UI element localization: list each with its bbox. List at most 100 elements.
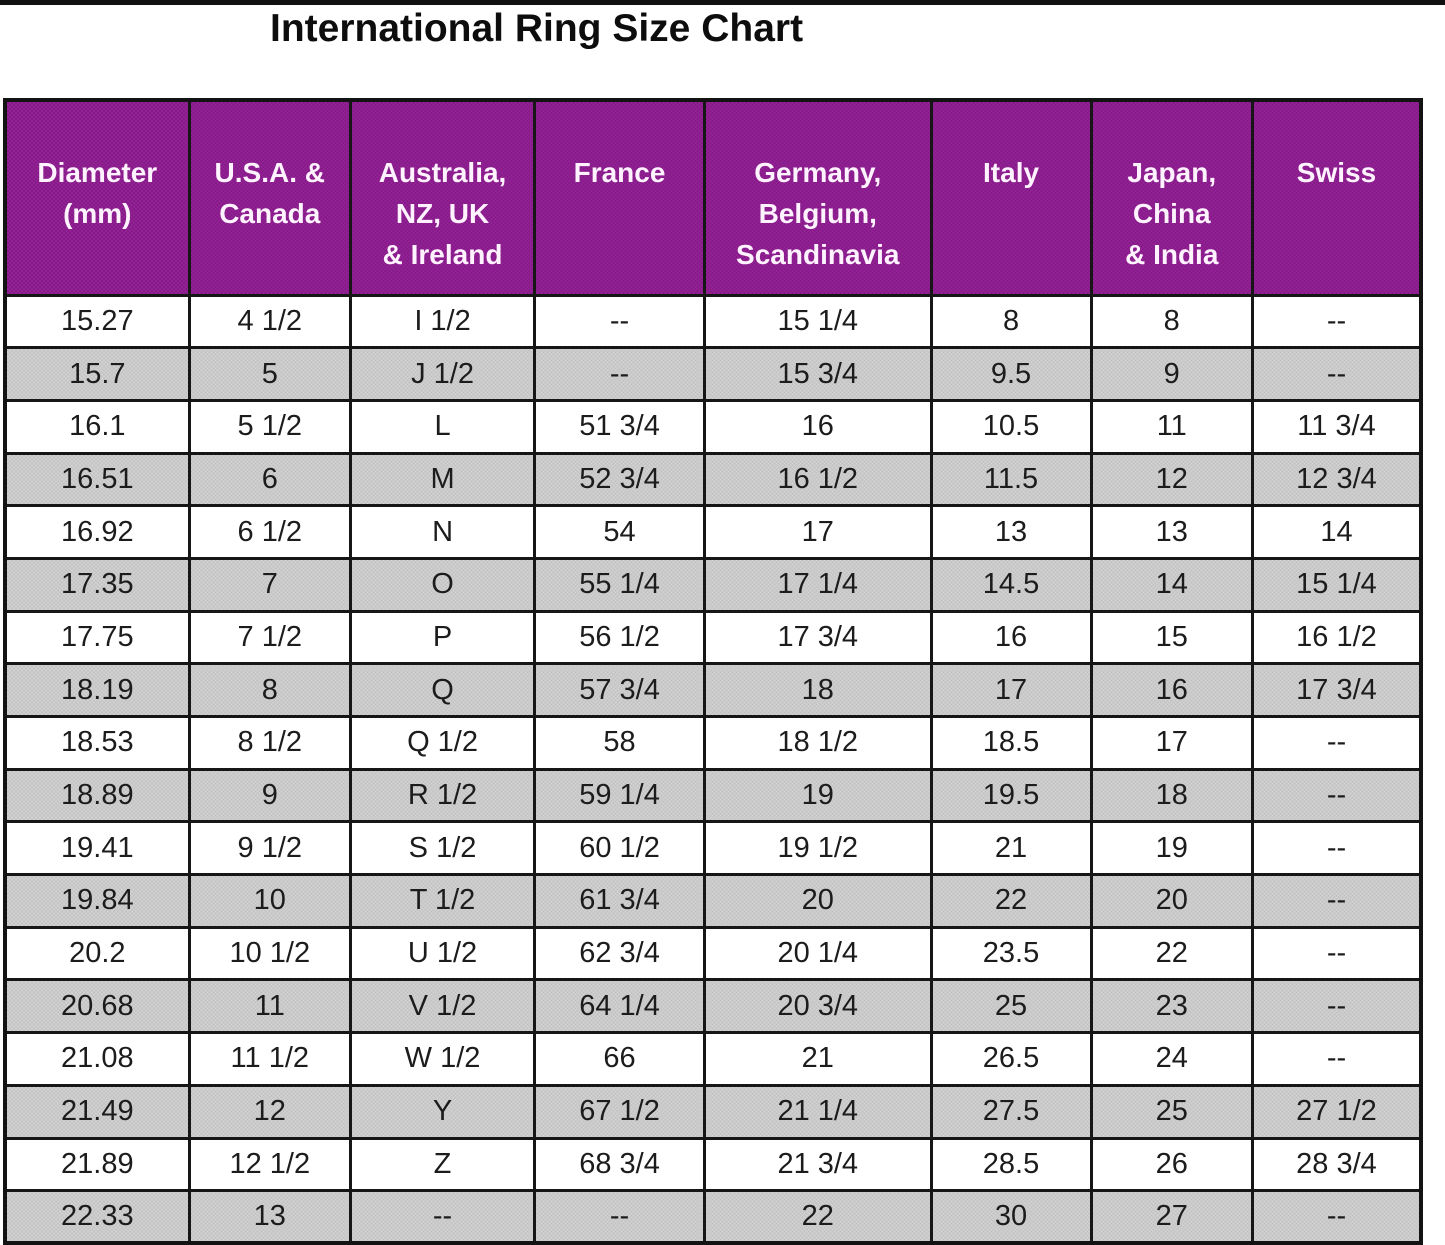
cell: -- (1250, 346, 1423, 402)
header-line: U.S.A. & (214, 157, 326, 188)
cell: 16 1/2 (1250, 609, 1423, 666)
cell: 13 (929, 504, 1093, 560)
table-row: 19.41 9 1/2 S 1/2 60 1/2 19 1/2 21 19 -- (3, 820, 1423, 877)
header-line: NZ, UK (395, 198, 490, 229)
cell: W 1/2 (348, 1031, 537, 1087)
cell: 11 1/2 (187, 1031, 353, 1087)
cell: 21.49 (3, 1083, 191, 1140)
cell: Q 1/2 (348, 715, 537, 771)
cell: 15.27 (3, 293, 191, 350)
cell: -- (1250, 1031, 1423, 1087)
cell: 28 3/4 (1250, 1136, 1423, 1193)
cell: 14 (1250, 504, 1423, 560)
cell: 13 (1089, 504, 1254, 560)
table-row: 16.92 6 1/2 N 54 17 13 13 14 (3, 504, 1423, 560)
cell: 16.51 (3, 451, 191, 508)
table-row: 15.7 5 J 1/2 -- 15 3/4 9.5 9 -- (3, 346, 1423, 402)
cell: 15 1/4 (1250, 556, 1423, 613)
cell: 15 3/4 (702, 346, 933, 402)
table-body: 15.27 4 1/2 I 1/2 -- 15 1/4 8 8 -- 15.7 5 J 1/2 -- 1… (3, 293, 1423, 1245)
cell: O (348, 556, 537, 613)
table-row: 17.35 7 O 55 1/4 17 1/4 14.5 14 15 1/4 (3, 556, 1423, 613)
cell: 22.33 (3, 1189, 191, 1245)
header-row: Diameter (mm) U.S.A. & Canada Australia, NZ, … (3, 98, 1423, 297)
cell: -- (1250, 820, 1423, 877)
header-line: Australia, (378, 157, 507, 188)
header-line: Belgium, (758, 198, 877, 229)
column-header-diameter-mm: Diameter (mm) (3, 98, 191, 297)
cell: 18 (702, 662, 933, 718)
cell: 18.5 (929, 715, 1093, 771)
cell: 11.5 (929, 451, 1093, 508)
cell: 67 1/2 (533, 1083, 706, 1140)
cell: -- (533, 293, 706, 350)
cell: Y (348, 1083, 537, 1140)
cell: 12 (187, 1083, 353, 1140)
cell: V 1/2 (348, 978, 537, 1035)
cell: 8 (1089, 293, 1254, 350)
cell: 20.68 (3, 978, 191, 1035)
header-line: & India (1125, 239, 1219, 270)
cell: 18 1/2 (702, 715, 933, 771)
table-row: 21.08 11 1/2 W 1/2 66 21 26.5 24 -- (3, 1031, 1423, 1087)
cell: 57 3/4 (533, 662, 706, 718)
cell: 12 (1089, 451, 1254, 508)
cell: 20 3/4 (702, 978, 933, 1035)
cell: 5 (187, 346, 353, 402)
cell: Q (348, 662, 537, 718)
cell: 21 (702, 1031, 933, 1087)
cell: 8 1/2 (187, 715, 353, 771)
cell: 17 (702, 504, 933, 560)
cell: R 1/2 (348, 767, 537, 824)
cell: T 1/2 (348, 873, 537, 929)
cell: 16 (702, 398, 933, 455)
cell: 19 (1089, 820, 1254, 877)
cell: 28.5 (929, 1136, 1093, 1193)
cell: 26 (1089, 1136, 1254, 1193)
cell: 14.5 (929, 556, 1093, 613)
cell: 12 1/2 (187, 1136, 353, 1193)
header-line: Germany, (754, 157, 882, 188)
header-line: & Ireland (382, 239, 503, 270)
cell: 59 1/4 (533, 767, 706, 824)
table-header: Diameter (mm) U.S.A. & Canada Australia, NZ, … (3, 98, 1423, 297)
column-header-italy: Italy (929, 98, 1093, 297)
cell: 16 (929, 609, 1093, 666)
cell: 19.84 (3, 873, 191, 929)
header-line: Japan, (1127, 157, 1217, 188)
cell: 52 3/4 (533, 451, 706, 508)
header-line: Italy (983, 157, 1040, 188)
cell: 64 1/4 (533, 978, 706, 1035)
page-title: International Ring Size Chart (270, 7, 804, 50)
cell: 19 1/2 (702, 820, 933, 877)
cell: 10 (187, 873, 353, 929)
cell: 22 (929, 873, 1093, 929)
cell: 51 3/4 (533, 398, 706, 455)
cell: 18.89 (3, 767, 191, 824)
cell: 7 1/2 (187, 609, 353, 666)
cell: 9 (1089, 346, 1254, 402)
cell: 8 (187, 662, 353, 718)
table-row: 18.19 8 Q 57 3/4 18 17 16 17 3/4 (3, 662, 1423, 718)
cell: 21 3/4 (702, 1136, 933, 1193)
cell: 16.92 (3, 504, 191, 560)
cell: 22 (702, 1189, 933, 1245)
cell: 21 1/4 (702, 1083, 933, 1140)
cell: 16 1/2 (702, 451, 933, 508)
cell: 61 3/4 (533, 873, 706, 929)
header-line: Canada (219, 198, 321, 229)
cell: 7 (187, 556, 353, 613)
cell: 15 1/4 (702, 293, 933, 350)
cell: -- (533, 1189, 706, 1245)
cell: -- (1250, 925, 1423, 982)
cell: 10.5 (929, 398, 1093, 455)
cell: -- (533, 346, 706, 402)
cell: Z (348, 1136, 537, 1193)
cell: S 1/2 (348, 820, 537, 877)
cell: 27 1/2 (1250, 1083, 1423, 1140)
cell: -- (1250, 767, 1423, 824)
table-row: 22.33 13 -- -- 22 30 27 -- (3, 1189, 1423, 1245)
cell: -- (348, 1189, 537, 1245)
cell: 66 (533, 1031, 706, 1087)
column-header-australia-nz-uk-ireland: Australia, NZ, UK & Ireland (348, 98, 537, 297)
